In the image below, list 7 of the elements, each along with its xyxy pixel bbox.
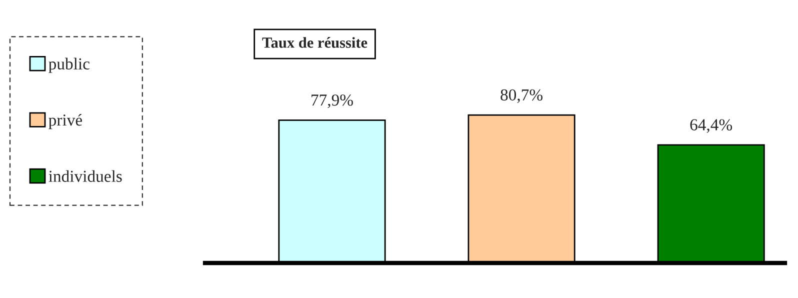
data-label: 80,7% [500,89,542,103]
chart-title: Taux de réussite [262,37,368,48]
data-label: 77,9% [312,94,353,108]
legend-label: privé [48,114,82,130]
data-label: 64,4% [690,119,732,133]
legend-label: public [48,58,90,73]
legend-label: individuels [48,170,122,182]
